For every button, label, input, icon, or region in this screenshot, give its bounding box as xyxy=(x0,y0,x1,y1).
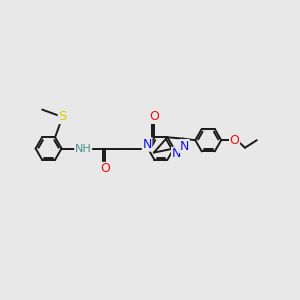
Text: N: N xyxy=(142,138,152,151)
Text: NH: NH xyxy=(75,143,92,154)
Text: N: N xyxy=(180,140,189,153)
Text: S: S xyxy=(58,110,67,124)
Text: O: O xyxy=(149,110,159,123)
Text: O: O xyxy=(100,162,110,176)
Text: N: N xyxy=(172,147,181,161)
Text: O: O xyxy=(230,134,239,147)
